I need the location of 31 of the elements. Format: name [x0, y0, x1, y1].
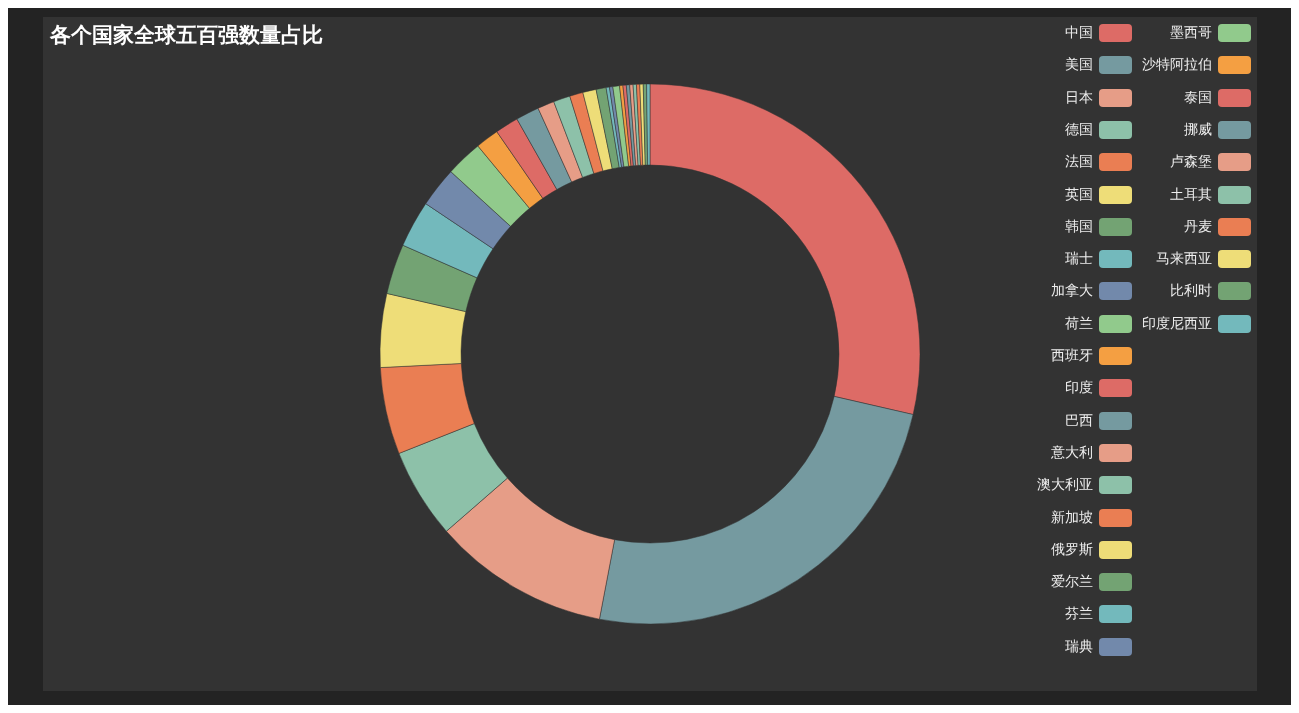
legend-label: 德国 [1065, 120, 1093, 139]
legend-label: 意大利 [1051, 443, 1093, 462]
legend-label: 加拿大 [1051, 282, 1093, 301]
legend-label: 印度尼西亚 [1142, 314, 1212, 333]
legend-label: 泰国 [1184, 88, 1212, 107]
text: 各个国家全球五百强数量占比 [50, 22, 323, 49]
legend-label: 卢森堡 [1170, 153, 1212, 172]
legend-label: 法国 [1065, 153, 1093, 172]
legend-label: 马来西亚 [1156, 250, 1212, 269]
legend-label: 挪威 [1184, 120, 1212, 139]
legend-label: 墨西哥 [1170, 24, 1212, 42]
legend-label: 沙特阿拉伯 [1142, 56, 1212, 75]
legend-label: 澳大利亚 [1037, 476, 1093, 495]
legend-label: 印度 [1065, 379, 1093, 398]
legend-label: 瑞士 [1065, 250, 1093, 269]
legend-label: 日本 [1065, 88, 1093, 107]
legend-label: 中国 [1065, 24, 1093, 42]
legend-label: 俄罗斯 [1051, 540, 1093, 559]
legend-label: 巴西 [1065, 411, 1093, 430]
legend-label: 西班牙 [1051, 347, 1093, 365]
legend-label: 土耳其 [1170, 185, 1212, 204]
legend-label: 丹麦 [1184, 217, 1212, 236]
legend-label: 荷兰 [1065, 314, 1093, 333]
legend-label: 瑞典 [1065, 637, 1093, 656]
legend-label: 新加坡 [1051, 508, 1093, 527]
legend-label: 英国 [1065, 185, 1093, 204]
legend-label: 爱尔兰 [1051, 573, 1093, 592]
legend-label: 美国 [1065, 56, 1093, 75]
legend-label: 韩国 [1065, 217, 1093, 236]
legend-label: 芬兰 [1065, 605, 1093, 624]
legend-label: 比利时 [1170, 282, 1212, 301]
